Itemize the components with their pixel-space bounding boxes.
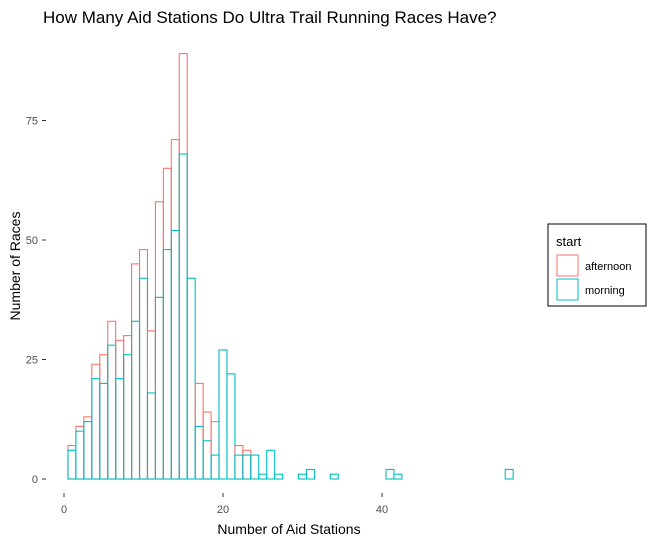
bar-afternoon [210, 421, 220, 480]
bar-morning [131, 320, 141, 480]
bar-morning [123, 354, 133, 480]
bar-morning [186, 277, 196, 480]
bar-morning [83, 421, 93, 480]
bar-morning [266, 449, 276, 480]
bar-morning [329, 473, 339, 480]
x-tick-label: 20 [217, 504, 229, 516]
bar-morning [250, 454, 260, 480]
bar-morning [67, 449, 77, 480]
legend-label-morning: morning [585, 285, 625, 297]
legend: start afternoon morning [547, 223, 647, 307]
x-axis-label: Number of Aid Stations [217, 521, 360, 537]
bar-morning [274, 473, 284, 480]
bar-afternoon [75, 425, 85, 480]
bar-morning [138, 277, 149, 480]
bar-morning [154, 296, 164, 480]
bar-morning [194, 425, 204, 480]
bar-morning [305, 468, 315, 480]
legend-box [547, 223, 647, 307]
bar-morning [178, 153, 188, 480]
x-tick-label: 0 [61, 504, 67, 516]
y-axis: 0 25 50 75 [26, 116, 46, 486]
y-tick-label: 75 [26, 116, 38, 128]
bar-afternoon [131, 263, 141, 480]
bar-afternoon [202, 411, 212, 480]
bar-morning [393, 473, 403, 480]
bar-afternoon [162, 167, 172, 480]
legend-label-afternoon: afternoon [585, 261, 631, 273]
bar-afternoon [170, 139, 180, 480]
bar-morning [115, 378, 125, 480]
bar-afternoon [138, 249, 149, 480]
bar-afternoon [123, 335, 133, 480]
y-tick-label: 0 [32, 474, 38, 486]
bar-morning [258, 473, 268, 480]
legend-swatch-afternoon [556, 254, 579, 277]
bar-morning [202, 440, 212, 480]
bar-morning [385, 468, 395, 480]
bar-morning [75, 430, 85, 480]
bar-morning [210, 454, 220, 480]
bar-morning [146, 392, 156, 480]
bar-afternoon [234, 444, 244, 480]
bar-morning [234, 454, 244, 480]
bar-afternoon [115, 339, 125, 480]
bar-morning [218, 349, 228, 480]
bar-morning [242, 454, 252, 480]
x-axis: 0 20 40 [61, 493, 388, 516]
bar-morning [162, 249, 172, 480]
bar-morning [99, 382, 109, 480]
y-axis-label: Number of Races [7, 212, 23, 321]
chart-title: How Many Aid Stations Do Ultra Trail Run… [43, 8, 497, 27]
bar-morning [297, 473, 308, 480]
bar-morning [91, 378, 101, 480]
bar-afternoon [178, 53, 188, 480]
bar-afternoon [146, 330, 156, 480]
bar-morning [170, 229, 180, 480]
x-tick-label: 40 [376, 504, 388, 516]
legend-title: start [556, 234, 582, 249]
bar-afternoon [154, 201, 164, 480]
bar-afternoon [99, 354, 109, 480]
bar-morning [504, 468, 514, 480]
y-tick-label: 25 [26, 355, 38, 367]
bar-morning [226, 373, 236, 480]
legend-swatch-morning [556, 278, 579, 301]
bar-afternoon [83, 416, 93, 480]
y-tick-label: 50 [26, 235, 38, 247]
bar-afternoon [91, 363, 101, 480]
bars-group [67, 53, 514, 480]
bar-afternoon [194, 382, 204, 480]
bar-morning [107, 344, 117, 480]
